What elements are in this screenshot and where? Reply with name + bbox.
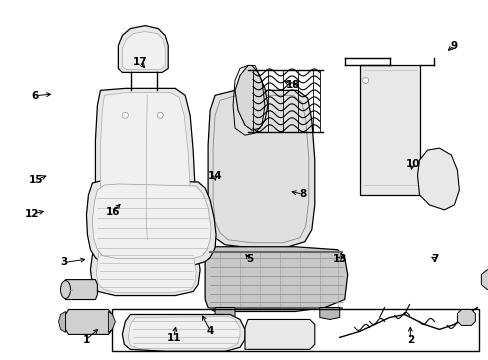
Text: 18: 18 xyxy=(285,80,300,90)
Text: 15: 15 xyxy=(28,175,43,185)
Ellipse shape xyxy=(61,280,70,298)
Polygon shape xyxy=(95,88,195,245)
Polygon shape xyxy=(118,26,168,72)
Text: 12: 12 xyxy=(25,209,40,219)
Text: 3: 3 xyxy=(61,257,67,267)
Polygon shape xyxy=(235,66,267,130)
Circle shape xyxy=(157,112,163,118)
Polygon shape xyxy=(456,310,474,325)
Text: 16: 16 xyxy=(105,207,120,217)
Text: 10: 10 xyxy=(405,159,419,169)
Text: 1: 1 xyxy=(82,334,89,345)
Text: 2: 2 xyxy=(406,334,413,345)
Text: 7: 7 xyxy=(430,254,437,264)
Text: 6: 6 xyxy=(31,91,39,101)
Circle shape xyxy=(122,112,128,118)
Polygon shape xyxy=(65,310,112,334)
Polygon shape xyxy=(128,316,240,348)
Polygon shape xyxy=(92,184,211,259)
Polygon shape xyxy=(215,307,235,319)
Polygon shape xyxy=(208,90,314,248)
Text: 4: 4 xyxy=(206,325,214,336)
Polygon shape xyxy=(63,280,97,300)
Polygon shape xyxy=(122,32,165,69)
Polygon shape xyxy=(480,270,488,289)
Polygon shape xyxy=(319,307,339,319)
Circle shape xyxy=(362,77,368,84)
Polygon shape xyxy=(204,247,347,311)
Text: 13: 13 xyxy=(332,254,346,264)
Polygon shape xyxy=(244,319,314,349)
Text: 8: 8 xyxy=(299,189,306,199)
Polygon shape xyxy=(96,245,196,293)
Text: 11: 11 xyxy=(166,333,181,343)
Text: 14: 14 xyxy=(207,171,222,181)
Polygon shape xyxy=(100,92,190,240)
Polygon shape xyxy=(86,180,216,265)
Polygon shape xyxy=(108,311,115,332)
Polygon shape xyxy=(417,148,458,210)
Polygon shape xyxy=(122,315,244,351)
Polygon shape xyxy=(90,242,200,296)
Text: 17: 17 xyxy=(132,57,147,67)
Polygon shape xyxy=(359,66,419,195)
Text: 9: 9 xyxy=(449,41,457,50)
Polygon shape xyxy=(59,311,65,332)
Text: 5: 5 xyxy=(245,254,252,264)
